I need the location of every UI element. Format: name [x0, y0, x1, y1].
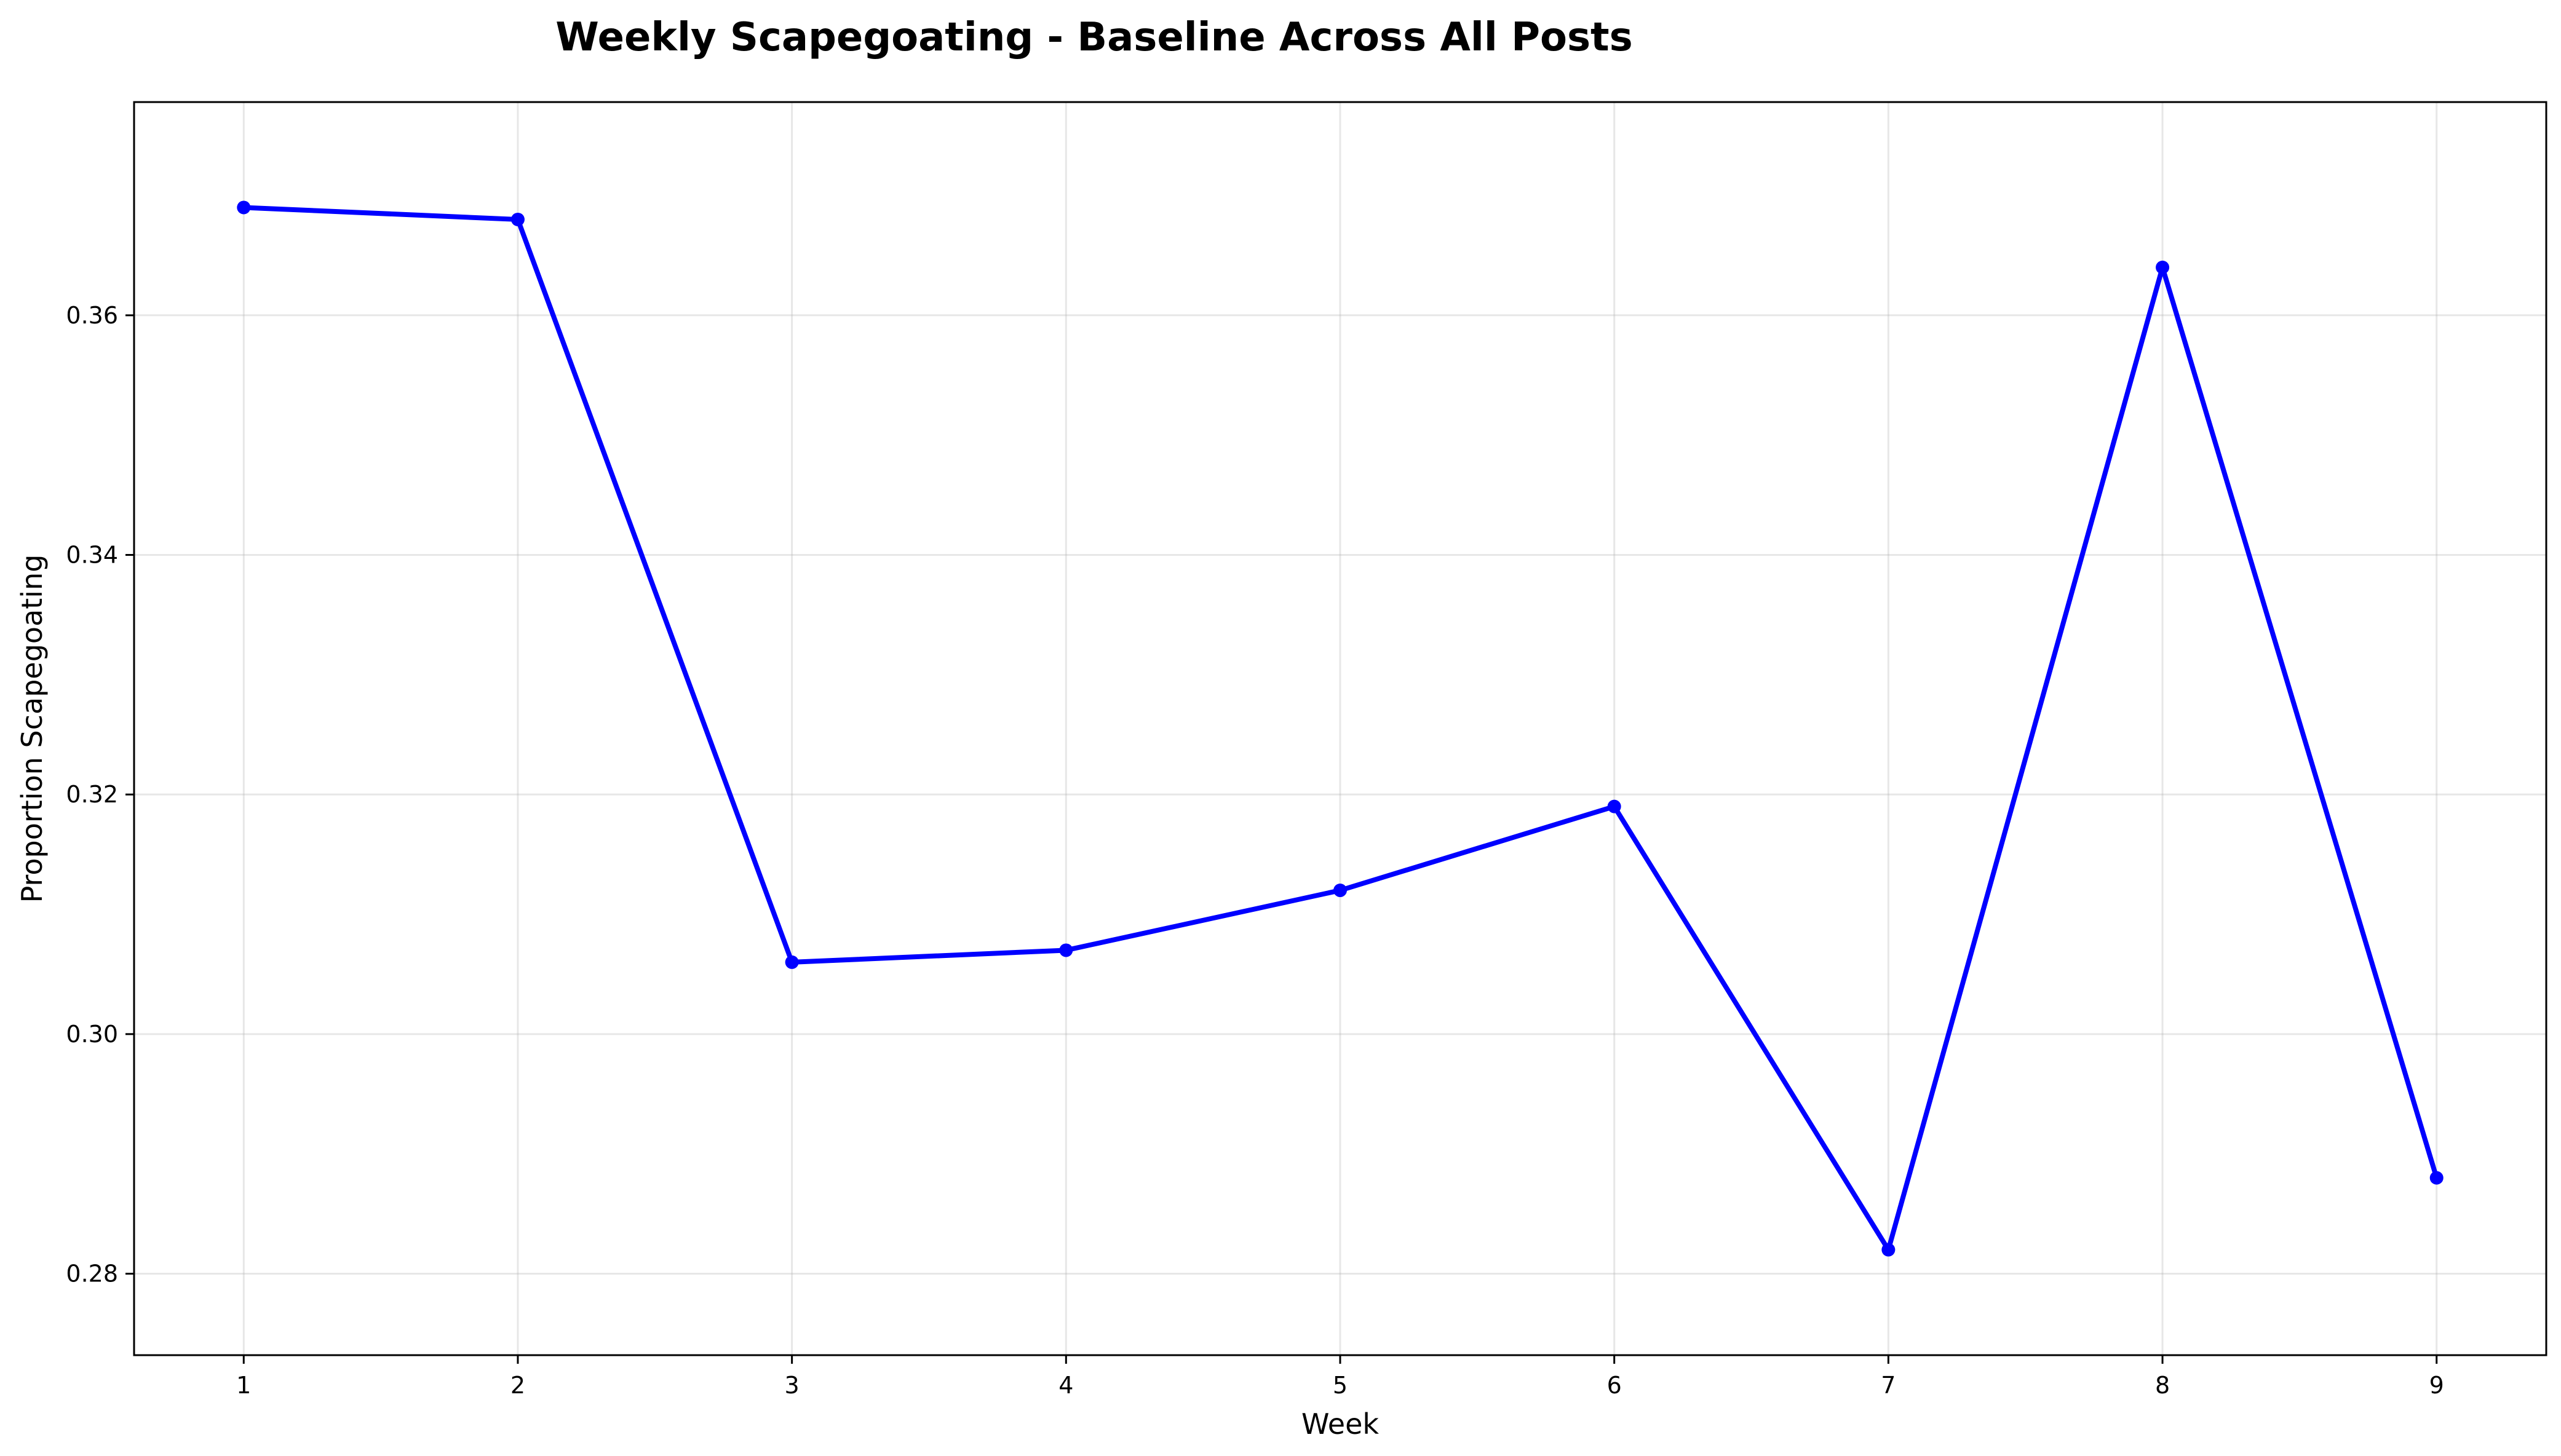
y-tick-label: 0.36 — [66, 302, 118, 329]
x-tick-label: 3 — [785, 1372, 800, 1399]
data-series — [237, 200, 2444, 1257]
x-tick-label: 9 — [2429, 1372, 2444, 1399]
y-tick-label: 0.30 — [66, 1021, 118, 1048]
x-tick-label: 5 — [1333, 1372, 1348, 1399]
plot-area-background — [134, 102, 2546, 1355]
x-tick-label: 4 — [1058, 1372, 1073, 1399]
y-tick-label: 0.32 — [66, 781, 118, 808]
chart-title: Weekly Scapegoating - Baseline Across Al… — [555, 15, 1632, 60]
y-tick-label: 0.28 — [66, 1260, 118, 1288]
data-point — [237, 200, 251, 215]
data-point — [1881, 1243, 1896, 1257]
x-tick-label: 1 — [236, 1372, 251, 1399]
data-point — [1607, 799, 1621, 813]
y-axis-label: Proportion Scapegoating — [15, 555, 49, 903]
data-point — [2156, 260, 2170, 274]
data-point — [1059, 943, 1073, 957]
data-point — [785, 955, 799, 969]
x-tick-label: 7 — [1881, 1372, 1896, 1399]
y-tick-label: 0.34 — [66, 541, 118, 568]
data-point — [1333, 884, 1347, 898]
x-axis-label: Week — [1301, 1407, 1379, 1441]
data-point — [510, 212, 525, 226]
data-point — [2429, 1171, 2444, 1185]
gridlines — [134, 102, 2546, 1355]
y-axis-ticks: 0.28 0.30 0.32 0.34 0.36 — [66, 302, 134, 1288]
x-tick-label: 8 — [2155, 1372, 2170, 1399]
x-tick-label: 6 — [1607, 1372, 1622, 1399]
x-tick-label: 2 — [510, 1372, 525, 1399]
x-axis-ticks: 1 2 3 4 5 6 7 8 9 — [236, 1355, 2444, 1399]
